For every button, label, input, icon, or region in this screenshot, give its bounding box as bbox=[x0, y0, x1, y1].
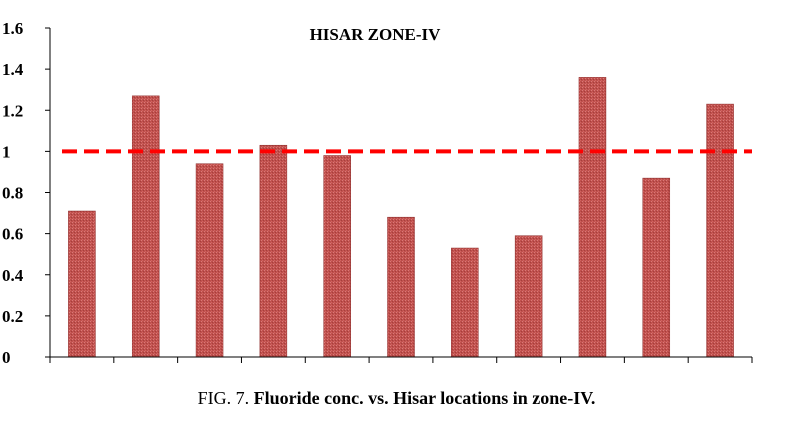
figure-caption: FIG. 7. Fluoride conc. vs. Hisar locatio… bbox=[0, 388, 793, 409]
y-tick-label: 1.6 bbox=[2, 19, 23, 38]
bar-10 bbox=[642, 177, 671, 358]
bar-2 bbox=[131, 95, 160, 358]
bar-8 bbox=[514, 235, 543, 358]
bar-6 bbox=[387, 216, 415, 358]
y-axis-ticks: 0 0.2 0.4 0.6 0.8 1 1.2 1.4 1.6 bbox=[2, 19, 50, 367]
y-tick-label: 0.8 bbox=[2, 184, 23, 203]
y-tick-label: 1.2 bbox=[2, 101, 23, 120]
y-tick-label: 0.4 bbox=[2, 266, 24, 285]
y-tick-label: 0 bbox=[2, 348, 11, 367]
bar-9 bbox=[578, 77, 607, 358]
bar-11 bbox=[706, 103, 734, 358]
caption-text: Fluoride conc. vs. Hisar locations in zo… bbox=[253, 388, 596, 408]
bar-5 bbox=[323, 155, 351, 358]
bar-3 bbox=[195, 163, 224, 358]
y-tick-label: 0.2 bbox=[2, 307, 23, 326]
caption-prefix: FIG. 7. bbox=[197, 388, 250, 408]
chart: HISAR ZONE-IV 0 0.2 0.4 0.6 0.8 1 1.2 1.4 1.6 bbox=[2, 19, 753, 367]
x-axis-ticks bbox=[49, 357, 753, 363]
chart-title: HISAR ZONE-IV bbox=[310, 25, 442, 44]
bar-7 bbox=[451, 247, 479, 358]
y-tick-label: 0.6 bbox=[2, 225, 23, 244]
bar-4 bbox=[259, 144, 288, 358]
bar-1 bbox=[68, 210, 96, 358]
y-tick-label: 1 bbox=[2, 142, 11, 161]
bars-group bbox=[68, 77, 734, 358]
y-tick-label: 1.4 bbox=[2, 60, 24, 79]
